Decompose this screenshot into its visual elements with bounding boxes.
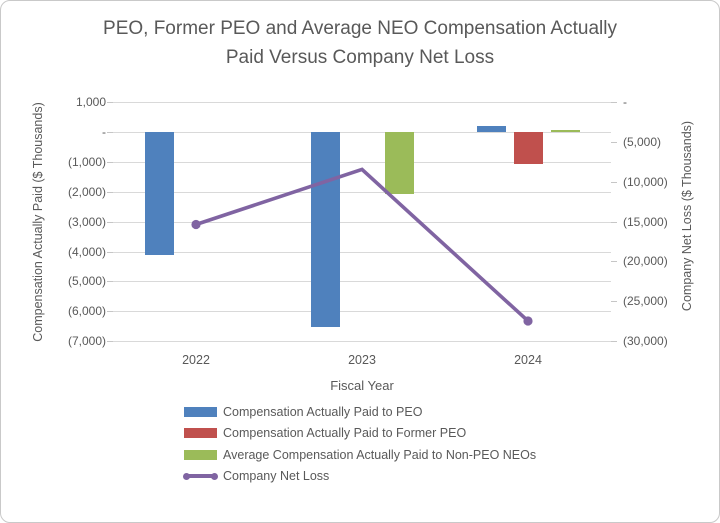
bar-non-peo-neos	[384, 132, 414, 194]
gridline	[113, 341, 611, 343]
legend-swatch	[184, 428, 217, 439]
right-axis-tick-label: (20,000)	[623, 254, 668, 269]
gridline	[113, 191, 611, 193]
legend-swatch	[184, 406, 217, 417]
gridline	[113, 131, 611, 133]
right-axis-tick-label: -	[623, 95, 627, 109]
x-axis-tick-label: 2023	[348, 352, 376, 367]
right-axis-tickmark	[611, 221, 617, 223]
x-axis-title: Fiscal Year	[330, 378, 394, 393]
gridline	[113, 251, 611, 253]
left-axis-tickmark	[107, 131, 113, 133]
left-axis-tickmark	[107, 161, 113, 163]
gridline	[113, 281, 611, 283]
bar-peo	[310, 132, 340, 327]
chart-title: PEO, Former PEO and Average NEO Compensa…	[1, 14, 719, 72]
legend-item-former-peo: Compensation Actually Paid to Former PEO	[184, 423, 536, 445]
left-axis-tick-label: (7,000)	[67, 334, 106, 349]
bar-peo	[144, 132, 174, 255]
legend-swatch	[184, 449, 217, 460]
gridline	[113, 161, 611, 163]
left-axis-tick-label: (6,000)	[67, 304, 106, 319]
right-axis-tick-label: (10,000)	[623, 174, 668, 189]
legend-line-swatch	[183, 471, 218, 481]
legend-item-company-net-loss: Company Net Loss	[183, 466, 536, 488]
left-axis-tickmark	[107, 281, 113, 283]
net-loss-marker	[523, 316, 533, 326]
right-axis-tickmark	[611, 301, 617, 303]
right-axis-tickmark	[611, 141, 617, 143]
left-axis-tick-label: (1,000)	[67, 154, 106, 169]
left-axis-tick-label: (4,000)	[67, 244, 106, 259]
legend-label: Compensation Actually Paid to Former PEO	[223, 426, 467, 441]
left-axis-tickmark	[107, 102, 113, 103]
legend-label: Compensation Actually Paid to PEO	[223, 404, 423, 419]
legend-item-peo: Compensation Actually Paid to PEO	[184, 401, 536, 423]
gridline	[113, 102, 611, 103]
right-axis-tickmark	[611, 102, 617, 103]
left-axis-tickmark	[107, 341, 113, 343]
legend-label: Average Compensation Actually Paid to No…	[223, 447, 537, 462]
right-axis-tick-label: (30,000)	[623, 334, 668, 349]
gridline	[113, 221, 611, 223]
legend-item-non-peo-neos: Average Compensation Actually Paid to No…	[184, 444, 536, 466]
left-axis-tick-label: (5,000)	[67, 274, 106, 289]
left-axis-tick-label: (2,000)	[67, 184, 106, 199]
right-axis-tickmark	[611, 261, 617, 263]
left-axis-tickmark	[107, 251, 113, 253]
left-axis-tickmark	[107, 221, 113, 223]
right-axis-tickmark	[611, 341, 617, 343]
right-axis-tick-label: (25,000)	[623, 294, 668, 309]
left-axis-tickmark	[107, 191, 113, 193]
chart-title-line-1: PEO, Former PEO and Average NEO Compensa…	[103, 18, 617, 39]
left-axis-tickmark	[107, 311, 113, 313]
bar-peo	[476, 126, 506, 133]
chart-title-line-2: Paid Versus Company Net Loss	[225, 47, 495, 68]
right-axis-tickmark	[611, 181, 617, 183]
legend-label: Company Net Loss	[223, 469, 330, 484]
left-axis-tick-label: 1,000	[75, 95, 106, 109]
x-axis-tick-label: 2022	[182, 352, 210, 367]
right-axis-tick-label: (15,000)	[623, 214, 668, 229]
bar-non-peo-neos	[550, 129, 580, 133]
left-axis-tick-label: -	[102, 124, 106, 139]
gridline	[113, 311, 611, 313]
x-axis-tick-label: 2024	[514, 352, 542, 367]
bar-former-peo	[513, 132, 543, 164]
left-axis-tick-label: (3,000)	[67, 214, 106, 229]
right-axis-tick-label: (5,000)	[623, 134, 662, 149]
legend: Compensation Actually Paid to PEO Compens…	[183, 401, 536, 488]
